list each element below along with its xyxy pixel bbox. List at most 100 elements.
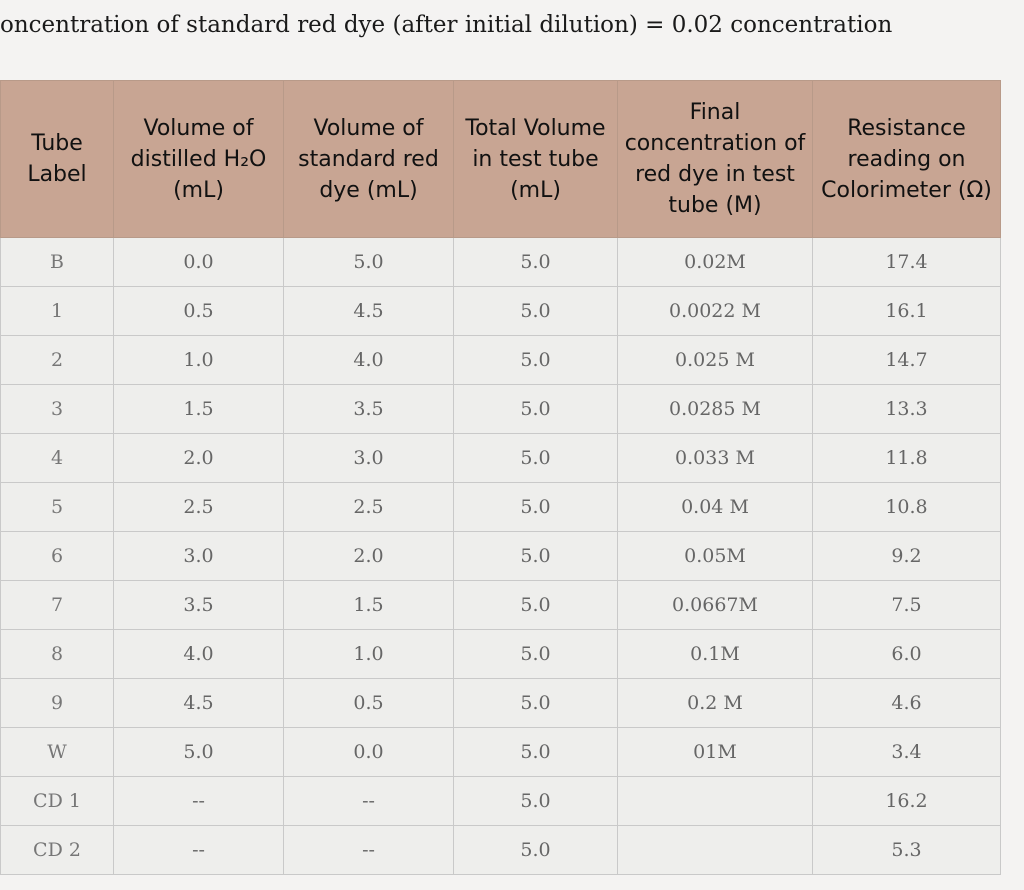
- table-row: 2 1.0 4.0 5.0 0.025 M 14.7: [0, 335, 1001, 385]
- table-cell: 7: [0, 580, 114, 630]
- table-row: 6 3.0 2.0 5.0 0.05M 9.2: [0, 531, 1001, 581]
- table-cell: 9.2: [812, 531, 1001, 581]
- table-cell: 0.0022 M: [617, 286, 813, 336]
- table-cell: 3.4: [812, 727, 1001, 777]
- table-cell: 0.0: [113, 237, 284, 287]
- table-cell: 1.5: [283, 580, 454, 630]
- table-cell: 5.0: [453, 678, 618, 728]
- table-row: 7 3.5 1.5 5.0 0.0667M 7.5: [0, 580, 1001, 630]
- table-cell: 2.0: [283, 531, 454, 581]
- table-cell: 17.4: [812, 237, 1001, 287]
- table-cell: 1.0: [113, 335, 284, 385]
- table-row: 9 4.5 0.5 5.0 0.2 M 4.6: [0, 678, 1001, 728]
- table-cell: 10.8: [812, 482, 1001, 532]
- table-cell: 2: [0, 335, 114, 385]
- table-cell: W: [0, 727, 114, 777]
- table-head: Tube Label Volume of distilled H₂O (mL) Vo…: [0, 80, 1001, 238]
- table-cell: 5.0: [453, 482, 618, 532]
- table-cell: 5.0: [453, 629, 618, 679]
- data-table: Tube Label Volume of distilled H₂O (mL) Vo…: [0, 80, 1001, 875]
- table-cell: 5.0: [283, 237, 454, 287]
- table-cell: [617, 825, 813, 875]
- table-cell: 0.1M: [617, 629, 813, 679]
- table-cell: 1: [0, 286, 114, 336]
- column-header: Resistance reading on Colorimeter (Ω): [812, 80, 1001, 238]
- table-cell: --: [113, 776, 284, 826]
- table-cell: 2.0: [113, 433, 284, 483]
- column-header: Final concentration of red dye in test t…: [617, 80, 813, 238]
- table-cell: 16.2: [812, 776, 1001, 826]
- table-cell: 5.0: [453, 825, 618, 875]
- table-row: 4 2.0 3.0 5.0 0.033 M 11.8: [0, 433, 1001, 483]
- table-cell: 3.5: [283, 384, 454, 434]
- table-cell: 5.0: [453, 727, 618, 777]
- table-cell: 4.0: [113, 629, 284, 679]
- table-cell: 7.5: [812, 580, 1001, 630]
- table-cell: 0.5: [113, 286, 284, 336]
- table-cell: 4: [0, 433, 114, 483]
- table-cell: 4.5: [283, 286, 454, 336]
- table-cell: 9: [0, 678, 114, 728]
- table-cell: 0.0667M: [617, 580, 813, 630]
- table-cell: 8: [0, 629, 114, 679]
- table-cell: 0.033 M: [617, 433, 813, 483]
- table-cell: --: [283, 776, 454, 826]
- table-cell: 5.0: [453, 433, 618, 483]
- table-row: 3 1.5 3.5 5.0 0.0285 M 13.3: [0, 384, 1001, 434]
- table-cell: 3.0: [283, 433, 454, 483]
- table-row: 8 4.0 1.0 5.0 0.1M 6.0: [0, 629, 1001, 679]
- table-cell: 3: [0, 384, 114, 434]
- table-row: CD 1 -- -- 5.0 16.2: [0, 776, 1001, 826]
- table-row: W 5.0 0.0 5.0 01M 3.4: [0, 727, 1001, 777]
- table-row: 1 0.5 4.5 5.0 0.0022 M 16.1: [0, 286, 1001, 336]
- table-cell: 0.0: [283, 727, 454, 777]
- table-cell: 5.0: [453, 286, 618, 336]
- table-cell: 5.0: [453, 531, 618, 581]
- table-cell: B: [0, 237, 114, 287]
- table-cell: 0.0285 M: [617, 384, 813, 434]
- table-cell: 1.5: [113, 384, 284, 434]
- table-cell: 6: [0, 531, 114, 581]
- table-cell: 4.0: [283, 335, 454, 385]
- table-row: CD 2 -- -- 5.0 5.3: [0, 825, 1001, 875]
- table-cell: 6.0: [812, 629, 1001, 679]
- column-header: Volume of distilled H₂O (mL): [113, 80, 284, 238]
- column-header: Total Volume in test tube (mL): [453, 80, 618, 238]
- table-cell: 2.5: [113, 482, 284, 532]
- table-cell: 01M: [617, 727, 813, 777]
- table-cell: 11.8: [812, 433, 1001, 483]
- table-body: B 0.0 5.0 5.0 0.02M 17.4 1 0.5 4.5 5.0 0.0022 M 16.…: [0, 237, 1001, 875]
- page-title: oncentration of standard red dye (after …: [0, 12, 893, 38]
- table-cell: 4.6: [812, 678, 1001, 728]
- table-cell: 2.5: [283, 482, 454, 532]
- table-cell: 0.5: [283, 678, 454, 728]
- table-cell: 5.0: [453, 580, 618, 630]
- table-cell: --: [283, 825, 454, 875]
- table-row: B 0.0 5.0 5.0 0.02M 17.4: [0, 237, 1001, 287]
- table-cell: 16.1: [812, 286, 1001, 336]
- table-cell: 3.0: [113, 531, 284, 581]
- table-cell: 5: [0, 482, 114, 532]
- table-cell: 5.0: [453, 384, 618, 434]
- table-cell: 4.5: [113, 678, 284, 728]
- table-cell: 0.2 M: [617, 678, 813, 728]
- table-cell: 5.0: [453, 335, 618, 385]
- table-cell: CD 2: [0, 825, 114, 875]
- table-cell: 5.0: [453, 237, 618, 287]
- table-cell: 3.5: [113, 580, 284, 630]
- table-row: 5 2.5 2.5 5.0 0.04 M 10.8: [0, 482, 1001, 532]
- table-cell: 13.3: [812, 384, 1001, 434]
- table-cell: 0.05M: [617, 531, 813, 581]
- table-cell: 14.7: [812, 335, 1001, 385]
- table-cell: 5.0: [113, 727, 284, 777]
- table-cell: 0.04 M: [617, 482, 813, 532]
- header-row: Tube Label Volume of distilled H₂O (mL) Vo…: [0, 80, 1001, 238]
- table-cell: 0.02M: [617, 237, 813, 287]
- table-cell: 1.0: [283, 629, 454, 679]
- table-cell: --: [113, 825, 284, 875]
- table-cell: 0.025 M: [617, 335, 813, 385]
- column-header: Tube Label: [0, 80, 114, 238]
- column-header: Volume of standard red dye (mL): [283, 80, 454, 238]
- table-cell: 5.3: [812, 825, 1001, 875]
